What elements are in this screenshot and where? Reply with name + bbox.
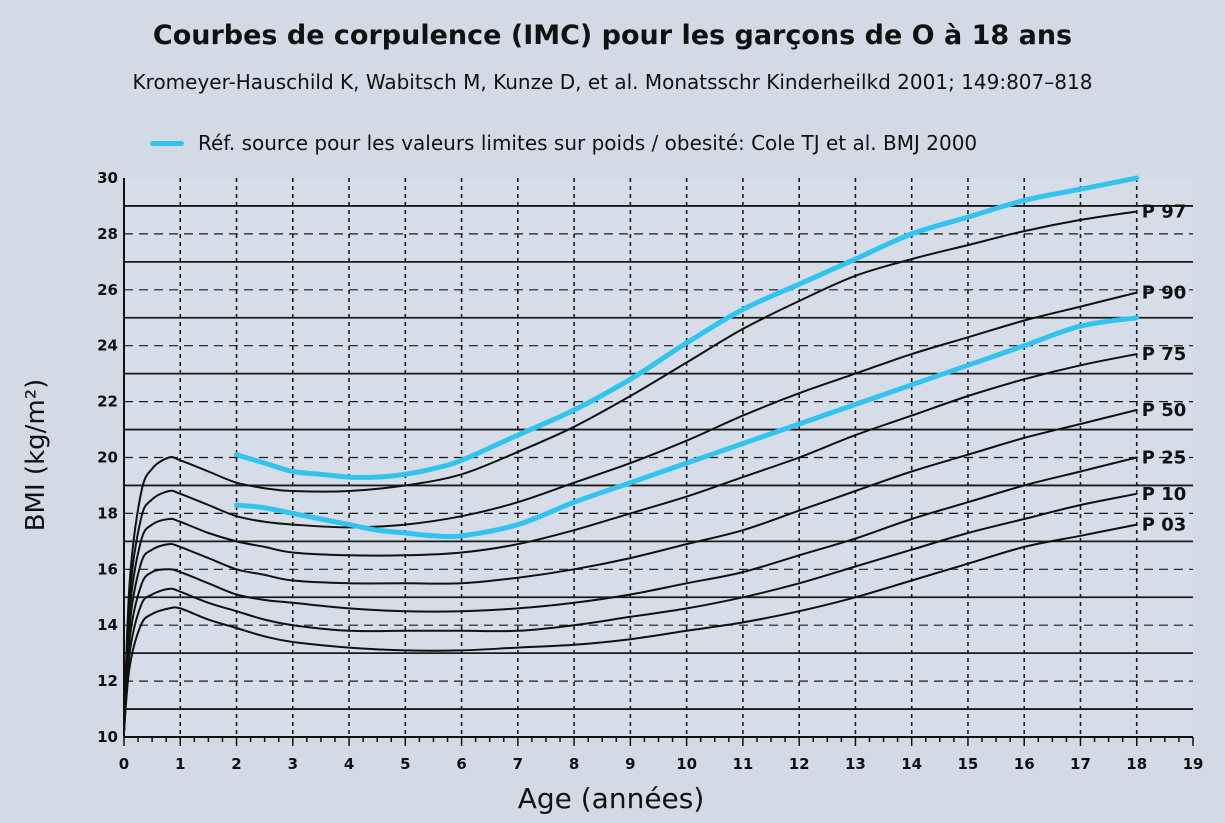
y-tick-label: 22 xyxy=(97,393,118,411)
series-line-p10 xyxy=(123,492,1138,733)
x-tick-label: 10 xyxy=(676,755,697,773)
y-tick-label: 30 xyxy=(97,169,118,187)
y-tick-label: 28 xyxy=(97,225,118,243)
x-tick-label: 19 xyxy=(1183,755,1204,773)
x-tick-label: 8 xyxy=(569,755,579,773)
y-tick-label: 10 xyxy=(97,728,118,746)
series-label-p97: P 97 xyxy=(1142,202,1187,223)
y-tick-label: 14 xyxy=(97,616,118,634)
series-label-p25: P 25 xyxy=(1142,448,1187,469)
x-tick-label: 15 xyxy=(958,755,979,773)
reference-line-7 xyxy=(234,175,1140,480)
series-line-p90 xyxy=(123,291,1138,733)
x-tick-label: 17 xyxy=(1070,755,1091,773)
y-tick-label: 16 xyxy=(97,560,118,578)
legend: Réf. source pour les valeurs limites sur… xyxy=(150,128,977,158)
x-tick-label: 5 xyxy=(400,755,410,773)
y-tick-label: 24 xyxy=(97,337,118,355)
series-label-p03: P 03 xyxy=(1142,515,1187,536)
series-label-p50: P 50 xyxy=(1142,400,1187,421)
x-tick-label: 18 xyxy=(1126,755,1147,773)
x-tick-label: 2 xyxy=(231,755,241,773)
series-line-p50 xyxy=(123,409,1138,733)
x-tick-label: 14 xyxy=(901,755,922,773)
x-tick-label: 1 xyxy=(175,755,185,773)
reference-line-8 xyxy=(234,315,1140,540)
x-tick-label: 4 xyxy=(344,755,354,773)
x-tick-label: 7 xyxy=(513,755,523,773)
x-tick-label: 16 xyxy=(1014,755,1035,773)
y-axis-label: BMI (kg/m²) xyxy=(21,379,51,532)
series-line-p25 xyxy=(123,456,1138,733)
series-label-p90: P 90 xyxy=(1142,283,1187,304)
x-axis-label: Age (années) xyxy=(518,782,705,815)
series-line-p03 xyxy=(123,523,1138,733)
series-label-p75: P 75 xyxy=(1142,344,1187,365)
x-tick-label: 3 xyxy=(288,755,298,773)
legend-label: Réf. source pour les valeurs limites sur… xyxy=(198,131,978,155)
series-line-p97 xyxy=(123,210,1138,733)
series-line-p75 xyxy=(123,353,1138,733)
x-tick-label: 12 xyxy=(789,755,810,773)
chart-title: Courbes de corpulence (IMC) pour les gar… xyxy=(152,20,1073,51)
x-tick-label: 6 xyxy=(456,755,466,773)
y-tick-label: 18 xyxy=(97,504,118,522)
y-tick-label: 20 xyxy=(97,449,118,467)
y-tick-label: 26 xyxy=(97,281,118,299)
series-label-p10: P 10 xyxy=(1142,484,1187,505)
x-tick-label: 0 xyxy=(119,755,129,773)
x-tick-label: 11 xyxy=(732,755,753,773)
chart-subtitle: Kromeyer-Hauschild K, Wabitsch M, Kunze … xyxy=(132,70,1093,94)
legend-swatch xyxy=(150,140,184,146)
x-tick-label: 9 xyxy=(625,755,635,773)
y-tick-label: 12 xyxy=(97,672,118,690)
x-tick-label: 13 xyxy=(845,755,866,773)
